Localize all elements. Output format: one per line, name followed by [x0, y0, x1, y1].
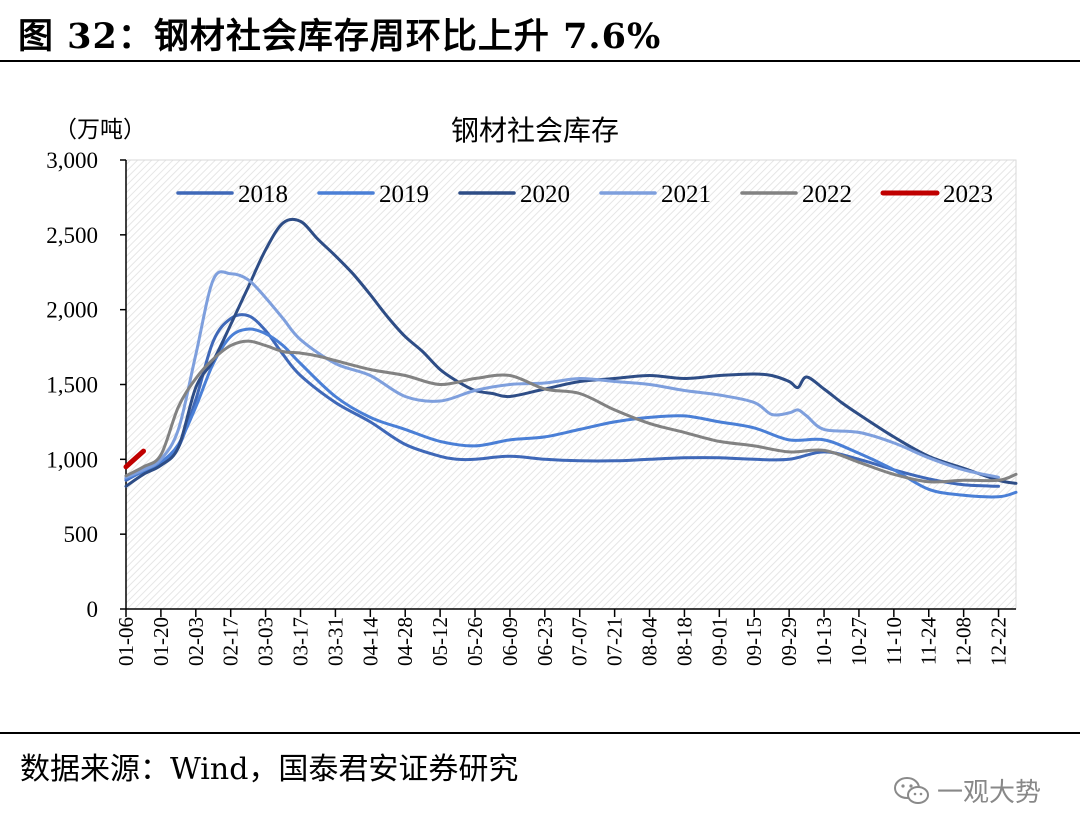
legend-label-2022: 2022: [802, 181, 852, 208]
y-tick-label: 1,500: [46, 373, 98, 398]
x-tick-label: 01-06: [114, 617, 138, 666]
y-tick-label: 1,000: [46, 447, 98, 472]
x-tick-label: 01-20: [149, 617, 173, 666]
x-tick-label: 10-13: [812, 617, 836, 666]
x-tick-label: 05-12: [428, 617, 452, 666]
legend-label-2018: 2018: [238, 181, 288, 208]
legend-label-2019: 2019: [379, 181, 429, 208]
x-tick-label: 12-22: [987, 617, 1011, 666]
x-tick-label: 11-10: [882, 617, 906, 665]
y-tick-label: 2,500: [46, 223, 98, 248]
figure-title: 图 32：钢材社会库存周环比上升 7.6%: [18, 16, 662, 57]
series-line-2022: [124, 339, 1018, 484]
line-chart: 0 500 1,000 1,500 2,000 2,500 3,000 01-06 01-20…: [46, 115, 1018, 666]
x-tick-label: 07-21: [603, 617, 627, 666]
x-tick-label: 06-09: [498, 617, 522, 666]
chart-title: 钢材社会库存: [451, 115, 619, 147]
y-tick-label: 3,000: [46, 148, 98, 173]
x-tick-label: 07-07: [568, 617, 592, 666]
legend: 2018 2019 2020 2021 2022 2023: [176, 181, 993, 208]
x-tick-label: 03-17: [289, 617, 313, 666]
source-note: 数据来源：Wind，国泰君安证券研究: [20, 752, 519, 787]
series-line-2021: [124, 270, 1000, 479]
legend-label-2021: 2021: [661, 181, 711, 208]
watermark: 一观大势: [893, 772, 1041, 809]
title-divider: [0, 60, 1080, 62]
x-tick-label: 09-01: [707, 617, 731, 666]
x-tick-label: 10-27: [847, 617, 871, 666]
x-tick-label: 03-03: [254, 617, 278, 666]
x-tick-label: 09-29: [777, 617, 801, 666]
y-axis: 0 500 1,000 1,500 2,000 2,500 3,000: [46, 148, 127, 622]
x-tick-label: 08-04: [638, 617, 662, 666]
y-tick-label: 500: [64, 522, 99, 547]
x-tick-label: 11-24: [917, 617, 941, 666]
series-line-2023: [123, 448, 146, 470]
series-line-2020: [124, 217, 1018, 488]
x-tick-label: 12-08: [952, 617, 976, 666]
x-tick-label: 08-18: [672, 617, 696, 666]
wechat-icon: [894, 776, 929, 804]
series-layer: [123, 217, 1018, 499]
watermark-text: 一观大势: [937, 778, 1042, 808]
legend-label-2020: 2020: [520, 181, 570, 208]
unit-label: （万吨）: [54, 117, 146, 142]
y-tick-label: 0: [87, 597, 99, 622]
x-tick-label: 09-15: [742, 617, 766, 666]
x-tick-label: 05-26: [463, 617, 487, 666]
x-tick-label: 02-03: [184, 617, 208, 666]
x-tick-label: 04-14: [358, 617, 382, 666]
series-line-2018: [124, 313, 1000, 488]
x-tick-label: 06-23: [533, 617, 557, 666]
x-tick-label: 02-17: [219, 617, 243, 666]
x-axis: 01-06 01-20 02-03 02-17 03-03 03-17 03-31 04-14…: [114, 608, 1016, 666]
source-divider: [0, 732, 1080, 734]
y-tick-label: 2,000: [46, 298, 98, 323]
x-tick-label: 03-31: [323, 617, 347, 666]
x-tick-label: 04-28: [393, 617, 417, 666]
legend-label-2023: 2023: [943, 181, 993, 208]
